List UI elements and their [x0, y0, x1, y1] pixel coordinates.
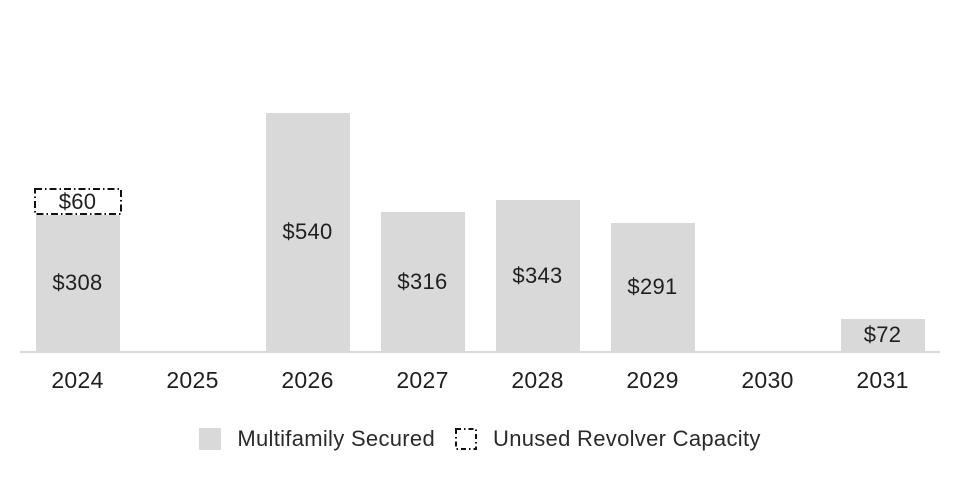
x-axis-label-2025: 2025	[166, 367, 219, 393]
bar-value-label-2029: $291	[627, 274, 678, 299]
bar-value-label-2028: $343	[512, 262, 563, 288]
bar-value-label-2026: $540	[282, 219, 333, 244]
x-axis-label-2026: 2026	[281, 367, 334, 393]
x-axis-line	[20, 351, 940, 353]
bar-2024: $308	[35, 215, 120, 351]
bar-2029: $291	[610, 223, 695, 351]
x-axis-label-2027: 2027	[396, 367, 449, 393]
x-axis-label-2028: 2028	[511, 367, 564, 393]
x-axis-label-2030: 2030	[741, 367, 794, 393]
dash-dot-border	[33, 188, 122, 215]
bar-2028: $343	[495, 200, 580, 351]
legend-label-multifamily-secured: Multifamily Secured	[237, 426, 435, 451]
bar-value-label-2024: $308	[52, 270, 103, 295]
bar-value-label-2027: $316	[397, 268, 448, 294]
solid-gray-swatch-icon	[199, 428, 222, 450]
dashed-outline-swatch-icon	[455, 428, 477, 450]
revolver-value-label-2024: $60	[58, 188, 97, 214]
x-axis-label-2024: 2024	[51, 367, 104, 393]
plot-area: $308 $60 $540 $316 $343 $291 $72	[20, 0, 940, 351]
bar-2031: $72	[840, 319, 925, 351]
legend-item-unused-revolver-capacity: Unused Revolver Capacity	[455, 426, 761, 452]
legend-item-multifamily-secured: Multifamily Secured	[199, 426, 435, 452]
x-axis-label-2029: 2029	[626, 367, 679, 393]
x-axis-label-2031: 2031	[856, 367, 909, 393]
revolver-cap-segment-2024: $60	[33, 188, 122, 215]
bar-2027: $316	[380, 212, 465, 351]
legend-label-unused-revolver-capacity: Unused Revolver Capacity	[493, 426, 761, 451]
bar-2026: $540	[265, 113, 350, 351]
bar-value-label-2031: $72	[863, 322, 902, 347]
legend: Multifamily Secured Unused Revolver Capa…	[0, 426, 960, 452]
x-axis-labels: 2024 2025 2026 2027 2028 2029 2030 2031	[20, 357, 940, 401]
